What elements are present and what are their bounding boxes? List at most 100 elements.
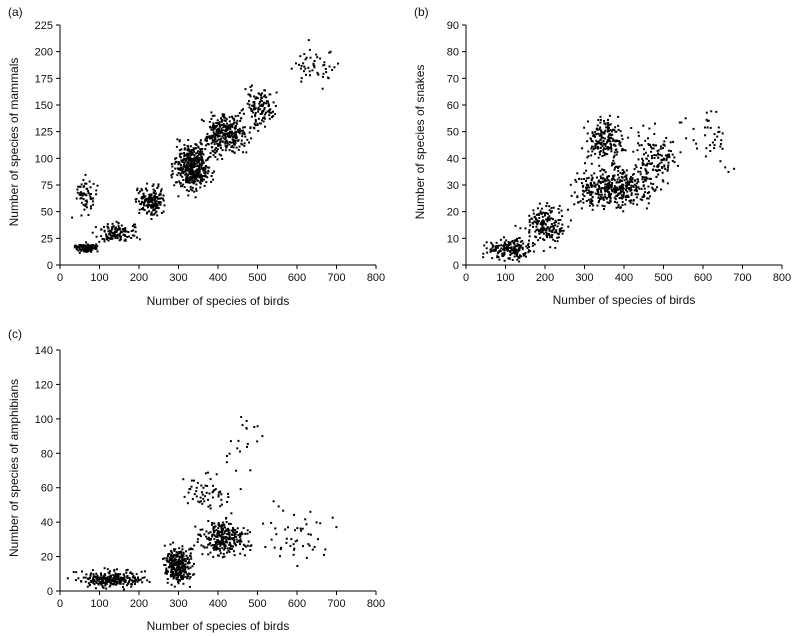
data-point <box>107 237 110 239</box>
data-point <box>253 108 256 111</box>
data-point <box>644 169 647 172</box>
data-point <box>236 447 239 450</box>
data-point <box>618 141 621 144</box>
data-point <box>262 120 265 123</box>
data-point <box>645 176 648 179</box>
data-point <box>174 548 177 551</box>
data-point <box>182 179 185 181</box>
data-point <box>113 233 116 236</box>
data-point <box>207 143 210 146</box>
data-point <box>141 197 144 200</box>
data-point <box>249 126 252 129</box>
data-point <box>228 537 231 540</box>
data-point <box>663 140 666 143</box>
data-point <box>90 581 93 584</box>
data-point <box>537 239 540 242</box>
data-point <box>611 177 614 180</box>
data-point <box>104 584 107 587</box>
data-point <box>127 235 130 238</box>
data-point <box>168 566 170 569</box>
data-point <box>625 185 628 188</box>
data-point <box>98 582 101 585</box>
data-point <box>182 158 185 161</box>
data-point <box>126 568 129 571</box>
data-point <box>616 165 619 168</box>
data-point <box>613 185 616 188</box>
data-point <box>80 248 83 251</box>
data-point <box>188 176 191 179</box>
data-point <box>239 543 241 546</box>
data-point <box>637 158 640 161</box>
data-point <box>285 541 288 544</box>
data-point <box>188 181 191 184</box>
data-point <box>613 174 616 177</box>
data-point <box>186 179 189 182</box>
data-point <box>282 509 285 512</box>
data-point <box>209 542 212 545</box>
data-point <box>110 234 113 237</box>
data-point <box>549 246 552 249</box>
data-point <box>87 192 90 194</box>
data-point <box>238 127 241 130</box>
data-point <box>221 556 224 559</box>
data-point <box>615 165 618 168</box>
data-point <box>632 185 635 188</box>
data-point <box>585 200 588 202</box>
data-point <box>182 555 185 558</box>
data-point <box>97 582 100 585</box>
data-point <box>587 176 590 179</box>
data-point <box>238 540 241 543</box>
data-point <box>606 201 609 204</box>
data-point <box>294 529 297 532</box>
data-point <box>293 547 296 550</box>
data-point <box>229 544 232 547</box>
data-point <box>216 554 219 557</box>
data-point <box>94 587 97 590</box>
data-point <box>181 171 184 174</box>
data-point <box>651 157 653 160</box>
data-point <box>141 581 144 584</box>
data-point <box>101 582 104 585</box>
data-point <box>120 224 123 227</box>
data-point <box>643 195 646 198</box>
data-point <box>498 250 501 253</box>
data-point <box>111 226 114 229</box>
data-point <box>605 185 608 188</box>
data-point <box>142 192 145 195</box>
data-point <box>131 225 134 227</box>
data-point <box>575 180 578 183</box>
data-point <box>226 529 229 531</box>
data-point <box>216 531 219 534</box>
data-point <box>613 154 616 157</box>
data-point <box>164 564 167 566</box>
data-point <box>173 557 176 560</box>
data-point <box>257 110 260 113</box>
data-point <box>187 139 190 141</box>
data-point <box>550 210 553 213</box>
data-point <box>667 149 670 152</box>
data-point <box>146 201 149 204</box>
data-point <box>535 221 538 224</box>
data-point <box>199 186 202 189</box>
data-point <box>235 469 238 472</box>
y-tick-label: 30 <box>447 180 459 192</box>
data-point <box>227 134 230 137</box>
data-point <box>516 253 519 256</box>
data-point <box>117 225 120 228</box>
data-point <box>551 231 554 234</box>
data-point <box>609 123 612 126</box>
data-point <box>180 565 183 568</box>
data-point <box>619 144 622 147</box>
data-point <box>165 572 168 575</box>
data-point <box>250 115 253 118</box>
data-point <box>84 193 87 196</box>
data-point <box>208 166 211 169</box>
data-point <box>713 147 716 150</box>
data-point <box>660 159 663 161</box>
data-point <box>217 144 220 147</box>
data-point <box>199 150 201 153</box>
data-point <box>600 181 603 183</box>
data-point <box>75 571 78 574</box>
data-point <box>184 567 187 570</box>
data-point <box>221 528 224 530</box>
